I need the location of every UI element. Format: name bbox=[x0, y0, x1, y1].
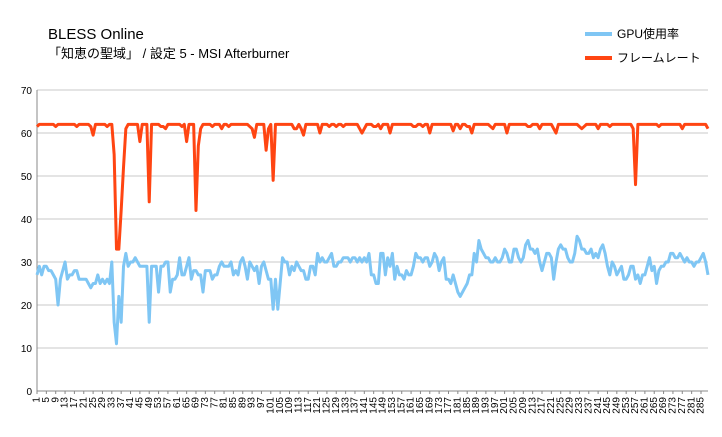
y-tick-label: 40 bbox=[21, 215, 33, 226]
x-tick-label: 173 bbox=[434, 397, 445, 414]
x-tick-label: 233 bbox=[574, 397, 585, 414]
x-tick-label: 109 bbox=[284, 397, 295, 414]
x-tick-label: 153 bbox=[387, 397, 398, 414]
x-tick-label: 121 bbox=[312, 397, 323, 414]
x-tick-label: 89 bbox=[237, 397, 248, 409]
x-tick-label: 65 bbox=[181, 397, 192, 409]
series-line-gpu-usage bbox=[35, 234, 710, 346]
x-tick-label: 213 bbox=[527, 397, 538, 414]
x-tick-label: 141 bbox=[359, 397, 370, 414]
x-tick-label: 5 bbox=[41, 397, 52, 403]
y-tick-label: 30 bbox=[21, 258, 33, 269]
x-tick-label: 161 bbox=[406, 397, 417, 414]
x-tick-label: 229 bbox=[565, 397, 576, 414]
x-tick-label: 237 bbox=[583, 397, 594, 414]
x-tick-label: 29 bbox=[97, 397, 108, 409]
x-tick-label: 257 bbox=[630, 397, 641, 414]
x-tick-label: 193 bbox=[481, 397, 492, 414]
x-tick-label: 13 bbox=[60, 397, 71, 409]
x-tick-label: 253 bbox=[621, 397, 632, 414]
series-lines bbox=[35, 122, 710, 346]
x-tick-label: 181 bbox=[452, 397, 463, 414]
x-tick-label: 265 bbox=[649, 397, 660, 414]
x-tick-label: 41 bbox=[125, 397, 136, 409]
x-tick-label: 177 bbox=[443, 397, 454, 414]
y-tick-label: 50 bbox=[21, 172, 33, 183]
x-tick-label: 61 bbox=[172, 397, 183, 409]
x-tick-label: 185 bbox=[462, 397, 473, 414]
y-tick-label: 70 bbox=[21, 86, 33, 97]
x-tick-label: 157 bbox=[396, 397, 407, 414]
x-tick-label: 33 bbox=[106, 397, 117, 409]
y-tick-label: 0 bbox=[26, 387, 32, 398]
x-tick-label: 209 bbox=[518, 397, 529, 414]
chart-subtitle: 「知恵の聖域」 / 設定 5 - MSI Afterburner bbox=[48, 46, 290, 61]
legend: GPU使用率 フレームレート bbox=[585, 26, 701, 65]
x-tick-label: 225 bbox=[555, 397, 566, 414]
chart-title: BLESS Online bbox=[48, 26, 144, 43]
x-tick-label: 217 bbox=[537, 397, 548, 414]
x-tick-label: 25 bbox=[88, 397, 99, 409]
y-tick-label: 10 bbox=[21, 344, 33, 355]
x-tick-label: 261 bbox=[640, 397, 651, 414]
x-tick-label: 73 bbox=[200, 397, 211, 409]
x-tick-label: 241 bbox=[593, 397, 604, 414]
x-tick-label: 17 bbox=[69, 397, 80, 409]
x-tick-label: 197 bbox=[490, 397, 501, 414]
x-tick-label: 69 bbox=[191, 397, 202, 409]
x-tick-label: 201 bbox=[499, 397, 510, 414]
x-tick-label: 281 bbox=[686, 397, 697, 414]
x-tick-label: 205 bbox=[509, 397, 520, 414]
x-tick-label: 145 bbox=[368, 397, 379, 414]
x-tick-label: 137 bbox=[350, 397, 361, 414]
x-tick-label: 169 bbox=[424, 397, 435, 414]
x-tick-label: 285 bbox=[696, 397, 707, 414]
y-tick-label: 60 bbox=[21, 129, 33, 140]
x-tick-label: 245 bbox=[602, 397, 613, 414]
x-tick-label: 149 bbox=[378, 397, 389, 414]
x-tick-label: 269 bbox=[658, 397, 669, 414]
x-tick-label: 37 bbox=[116, 397, 127, 409]
x-axis-ticks: 1591317212529333741454953576165697377818… bbox=[32, 391, 707, 414]
x-tick-label: 113 bbox=[293, 397, 304, 413]
x-tick-label: 105 bbox=[275, 397, 286, 414]
x-tick-label: 49 bbox=[144, 397, 155, 409]
x-tick-label: 93 bbox=[247, 397, 258, 409]
y-axis-ticks: 0 10 20 30 40 50 60 70 bbox=[21, 86, 33, 398]
x-tick-label: 117 bbox=[303, 397, 314, 413]
legend-label-framerate: フレームレート bbox=[617, 51, 701, 65]
x-tick-label: 21 bbox=[78, 397, 89, 409]
x-tick-label: 273 bbox=[668, 397, 679, 414]
x-tick-label: 53 bbox=[153, 397, 164, 409]
x-tick-label: 189 bbox=[471, 397, 482, 414]
x-tick-label: 1 bbox=[32, 397, 43, 403]
y-tick-label: 20 bbox=[21, 301, 33, 312]
legend-label-gpu: GPU使用率 bbox=[617, 26, 679, 41]
series-line-framerate bbox=[35, 122, 710, 251]
x-tick-label: 9 bbox=[50, 397, 61, 403]
x-tick-label: 249 bbox=[611, 397, 622, 414]
x-tick-label: 57 bbox=[163, 397, 174, 409]
x-tick-label: 125 bbox=[322, 397, 333, 414]
x-tick-label: 277 bbox=[677, 397, 688, 414]
x-tick-label: 77 bbox=[209, 397, 220, 409]
x-tick-label: 129 bbox=[331, 397, 342, 414]
x-tick-label: 101 bbox=[265, 397, 276, 414]
x-tick-label: 81 bbox=[219, 397, 230, 409]
x-tick-label: 85 bbox=[228, 397, 239, 409]
x-tick-label: 165 bbox=[415, 397, 426, 414]
x-tick-label: 97 bbox=[256, 397, 267, 409]
x-tick-label: 133 bbox=[340, 397, 351, 414]
x-tick-label: 221 bbox=[546, 397, 557, 414]
x-tick-label: 45 bbox=[135, 397, 146, 409]
